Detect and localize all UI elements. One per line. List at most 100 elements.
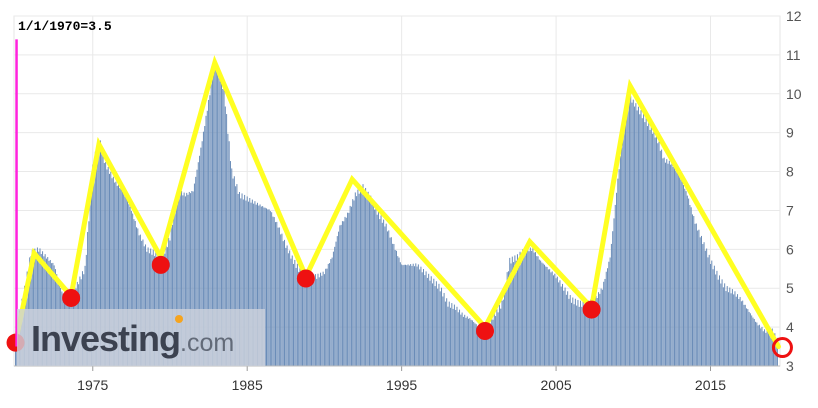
bar [571,302,573,366]
start-annotation: 1/1/1970=3.5 [18,19,112,34]
bar [300,275,302,366]
bar [432,283,434,366]
bar [325,268,327,366]
bar [350,206,352,366]
bar [698,229,700,366]
bar [103,163,105,366]
bar [729,287,731,366]
bar [263,207,265,366]
bar [341,221,343,366]
bar [246,196,248,366]
bar [245,200,247,366]
bar [311,279,313,366]
bar [228,141,230,366]
bar [755,321,757,366]
bar [344,216,346,366]
bar [379,219,381,366]
bar [560,286,562,366]
y-tick-label: 3 [786,358,794,374]
bar [273,217,275,366]
bar [92,164,94,366]
bar [527,247,529,366]
bar [395,250,397,366]
bar [471,320,473,366]
bar [278,227,280,366]
bar [220,79,222,366]
bar [693,216,695,366]
bar [609,257,611,366]
bar [206,110,208,366]
bar [492,319,494,366]
bar [277,227,279,366]
bar [766,328,768,366]
bar [213,66,215,366]
bar [361,191,363,366]
bar [322,271,324,366]
bar [318,277,320,366]
bar [264,207,266,366]
bar [523,253,525,366]
bar [586,306,588,366]
bar [591,303,593,366]
bar [447,306,449,366]
bar [498,304,500,366]
bar [618,169,620,366]
bar [320,272,322,366]
bar [417,264,419,366]
bar [744,304,746,366]
x-tick-label: 1985 [232,377,263,393]
bar [484,328,486,366]
bar [430,276,432,366]
bar [374,209,376,366]
bar [116,185,118,366]
y-tick-label: 9 [786,125,794,141]
bar [404,264,406,366]
bar [667,163,669,366]
bar [291,255,293,366]
bar [111,178,113,366]
bar [459,309,461,366]
bar [289,250,291,366]
bar [397,256,399,366]
bar [627,102,629,366]
bar [229,161,231,366]
bar [244,194,246,366]
bar [765,332,767,366]
bar [155,250,157,366]
bar [107,166,109,366]
bar [614,204,616,366]
bar [428,273,430,366]
bar [299,267,301,366]
bar [695,223,697,366]
bar [465,317,467,366]
bar [352,199,354,366]
bar [569,295,571,366]
bar [195,176,197,366]
bar [193,183,195,366]
bar [646,126,648,366]
bar [223,86,225,366]
bar [326,268,328,366]
bar [462,316,464,366]
bar [444,301,446,366]
bar [137,228,139,366]
bar [648,121,650,366]
bar [478,326,480,366]
bar [190,193,192,366]
bar [559,280,561,366]
bar [217,73,219,366]
bar [329,263,331,366]
bar [595,295,597,366]
bar [118,184,120,366]
bar [34,248,36,366]
bar [715,274,717,366]
bar [130,211,132,366]
bar [493,312,495,366]
bar [202,131,204,366]
bar [94,151,96,366]
bar [653,129,655,366]
bar [510,263,512,366]
bar [272,216,274,366]
bar [529,247,531,366]
bar [269,211,271,366]
